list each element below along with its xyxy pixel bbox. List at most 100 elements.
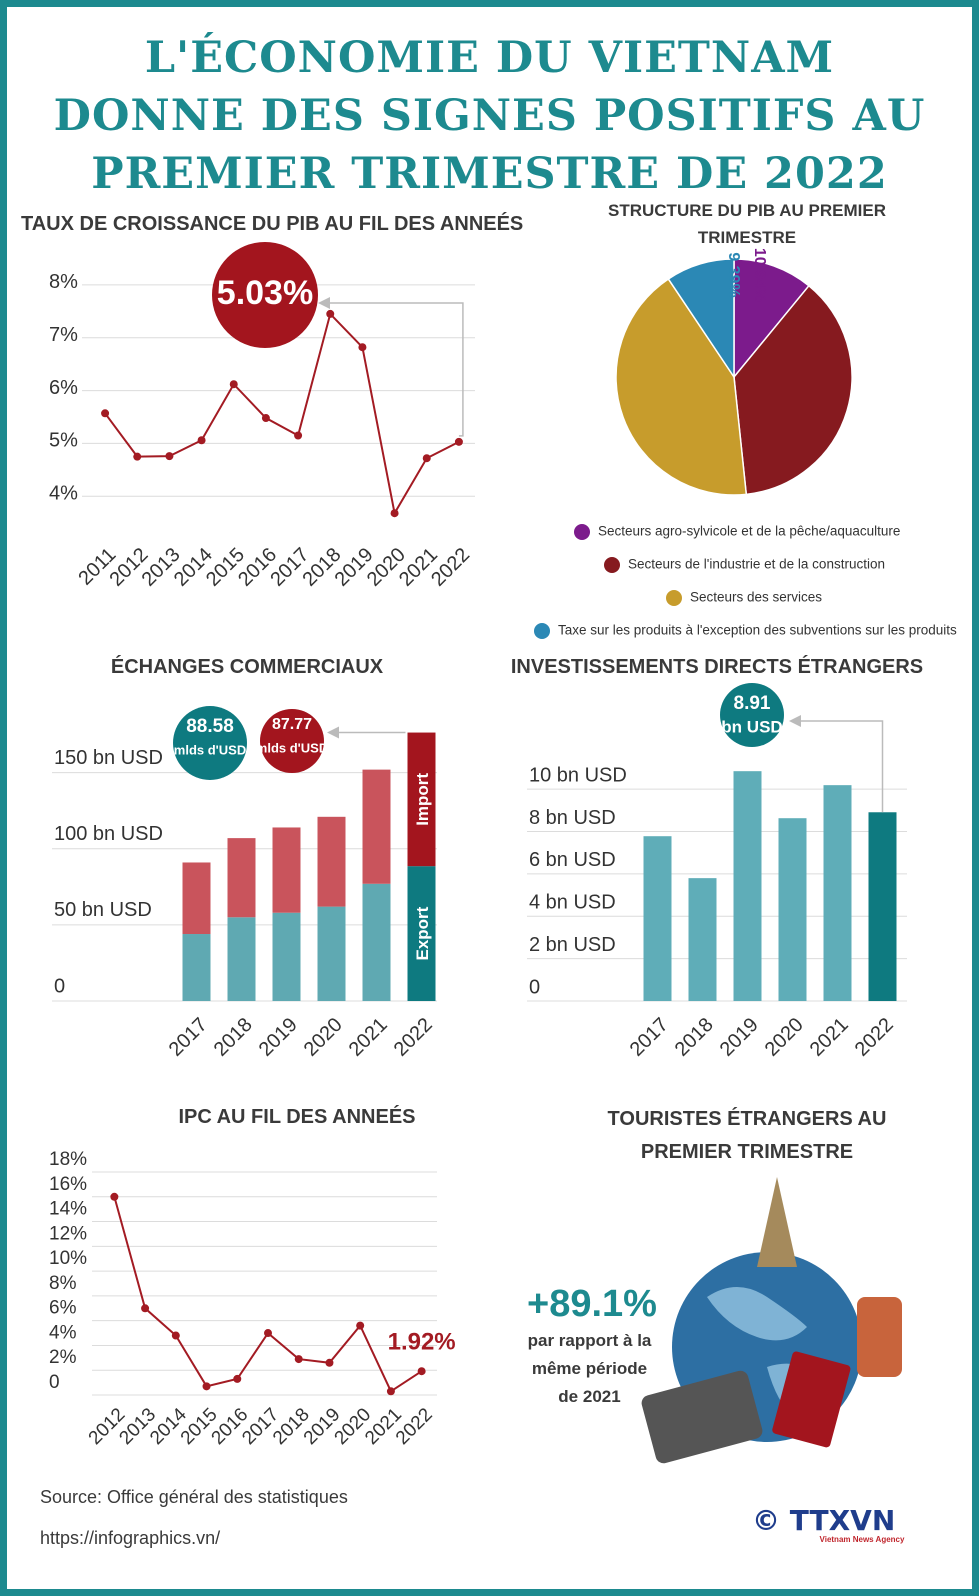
x-tick-label: 2022 (392, 1404, 437, 1449)
chart-title: IPC AU FIL DES ANNEÉS (178, 1106, 416, 1128)
y-tick-label: 8 bn USD (529, 807, 616, 829)
y-tick-label: 0 (54, 975, 65, 997)
y-tick-label: 10% (49, 1248, 87, 1269)
bar (733, 771, 762, 1001)
pie-slice (733, 284, 853, 496)
x-tick-label: 2018 (210, 1014, 257, 1061)
tourism-figure: +89.1% (527, 1283, 657, 1325)
line (104, 311, 460, 516)
callout-circle (173, 706, 247, 780)
y-tick-label: 8% (49, 1273, 77, 1294)
point (141, 1304, 150, 1313)
point (261, 414, 270, 423)
callout-arrow (330, 302, 464, 437)
y-tick-label: 6% (49, 1298, 77, 1319)
y-tick-label: 4 bn USD (529, 892, 616, 914)
arrow-head (318, 297, 330, 309)
point (171, 1331, 180, 1340)
value-label: 9.39% (725, 252, 742, 297)
y-tick-label: 6% (49, 377, 78, 399)
callout-circle (260, 709, 324, 773)
url: https://infographics.vn/ (40, 1528, 221, 1548)
point (294, 1355, 303, 1364)
y-tick-label: 4% (49, 483, 78, 505)
callout-circle (212, 242, 318, 348)
point (325, 1358, 334, 1367)
bar (688, 878, 717, 1001)
x-tick-label: 2022 (390, 1014, 437, 1061)
point (101, 409, 110, 418)
line (113, 1196, 423, 1393)
y-tick-label: 6 bn USD (529, 849, 616, 871)
point (422, 454, 431, 463)
callout-arrow (800, 720, 884, 813)
point (294, 431, 303, 440)
value-label: 1.92% (388, 1329, 456, 1356)
point (390, 509, 399, 518)
point (356, 1321, 365, 1330)
point (386, 1387, 395, 1396)
y-tick-label: 0 (49, 1372, 60, 1393)
x-tick-label: 2017 (626, 1014, 673, 1061)
value-unit: bn USD (721, 717, 782, 736)
legend-marker (574, 524, 590, 540)
bar-segment (182, 862, 211, 935)
y-tick-label: 18% (49, 1149, 87, 1170)
point (264, 1329, 272, 1338)
value-label: 5.03% (217, 274, 313, 312)
bar-segment (272, 827, 301, 913)
tourism-title: TOURISTES ÉTRANGERS AU PREMIER TRIMESTRE (607, 1108, 887, 1163)
y-tick-label: 100 bn USD (54, 823, 163, 845)
legend-marker (604, 557, 620, 573)
bar-segment (407, 732, 436, 867)
pie-slice (615, 277, 748, 496)
chart-title: ÉCHANGES COMMERCIAUX (110, 656, 384, 678)
agency: Vietnam News Agency (819, 1535, 905, 1544)
value-label: 88.58 (186, 716, 234, 737)
chart-title: INVESTISSEMENTS DIRECTS ÉTRANGERS (510, 656, 924, 678)
y-tick-label: 12% (49, 1223, 87, 1244)
legend-label: Secteurs agro-sylvicole et de la pêche/a… (598, 524, 900, 539)
charts: 4%5%6%7%8%201120122013201420152016201720… (49, 242, 957, 1464)
x-tick-label: 2019 (255, 1014, 302, 1061)
bar-segment (272, 912, 301, 1001)
value-label: 8.91 (734, 693, 771, 714)
bar-segment (182, 934, 211, 1001)
x-tick-label: 2022 (851, 1014, 898, 1061)
point (133, 452, 142, 461)
bar (778, 818, 807, 1001)
y-tick-label: 5% (49, 430, 78, 452)
x-tick-label: 2020 (300, 1014, 347, 1061)
tourism-caption: par rapport à la même période de 2021 (527, 1331, 652, 1406)
bar (868, 812, 897, 1001)
x-tick-label: 2020 (761, 1014, 808, 1061)
legend-marker (666, 590, 682, 606)
x-tick-label: 2017 (165, 1014, 212, 1061)
value-unit: mlds d'USD (256, 740, 328, 755)
callout-circle (720, 683, 784, 747)
x-tick-label: 2022 (427, 544, 474, 591)
point (233, 1374, 242, 1383)
suitcase (857, 1297, 902, 1377)
arrow-head (327, 726, 339, 739)
x-tick-label: 2021 (345, 1014, 392, 1061)
bar-segment (362, 769, 391, 884)
arrow-head (789, 715, 801, 727)
point (229, 380, 238, 389)
series-label: Export (413, 906, 432, 960)
passport (772, 1351, 851, 1448)
chart-title: STRUCTURE DU PIB AU PREMIER TRIMESTRE (608, 201, 886, 247)
logo: © TTXVN (752, 1504, 896, 1537)
point (165, 452, 174, 461)
pie-slice (667, 258, 735, 380)
tablet (641, 1370, 763, 1464)
point (326, 309, 335, 318)
y-tick-label: 4% (49, 1322, 77, 1343)
legend-label: Taxe sur les produits à l'exception des … (558, 623, 957, 638)
value-label: 10.94% (751, 248, 768, 302)
y-tick-label: 0 (529, 976, 540, 998)
main-title: L'ÉCONOMIE DU VIETNAM DONNE DES SIGNES P… (53, 33, 926, 199)
bar-segment (227, 917, 256, 1001)
legend-label: Secteurs de l'industrie et de la constru… (628, 557, 885, 572)
